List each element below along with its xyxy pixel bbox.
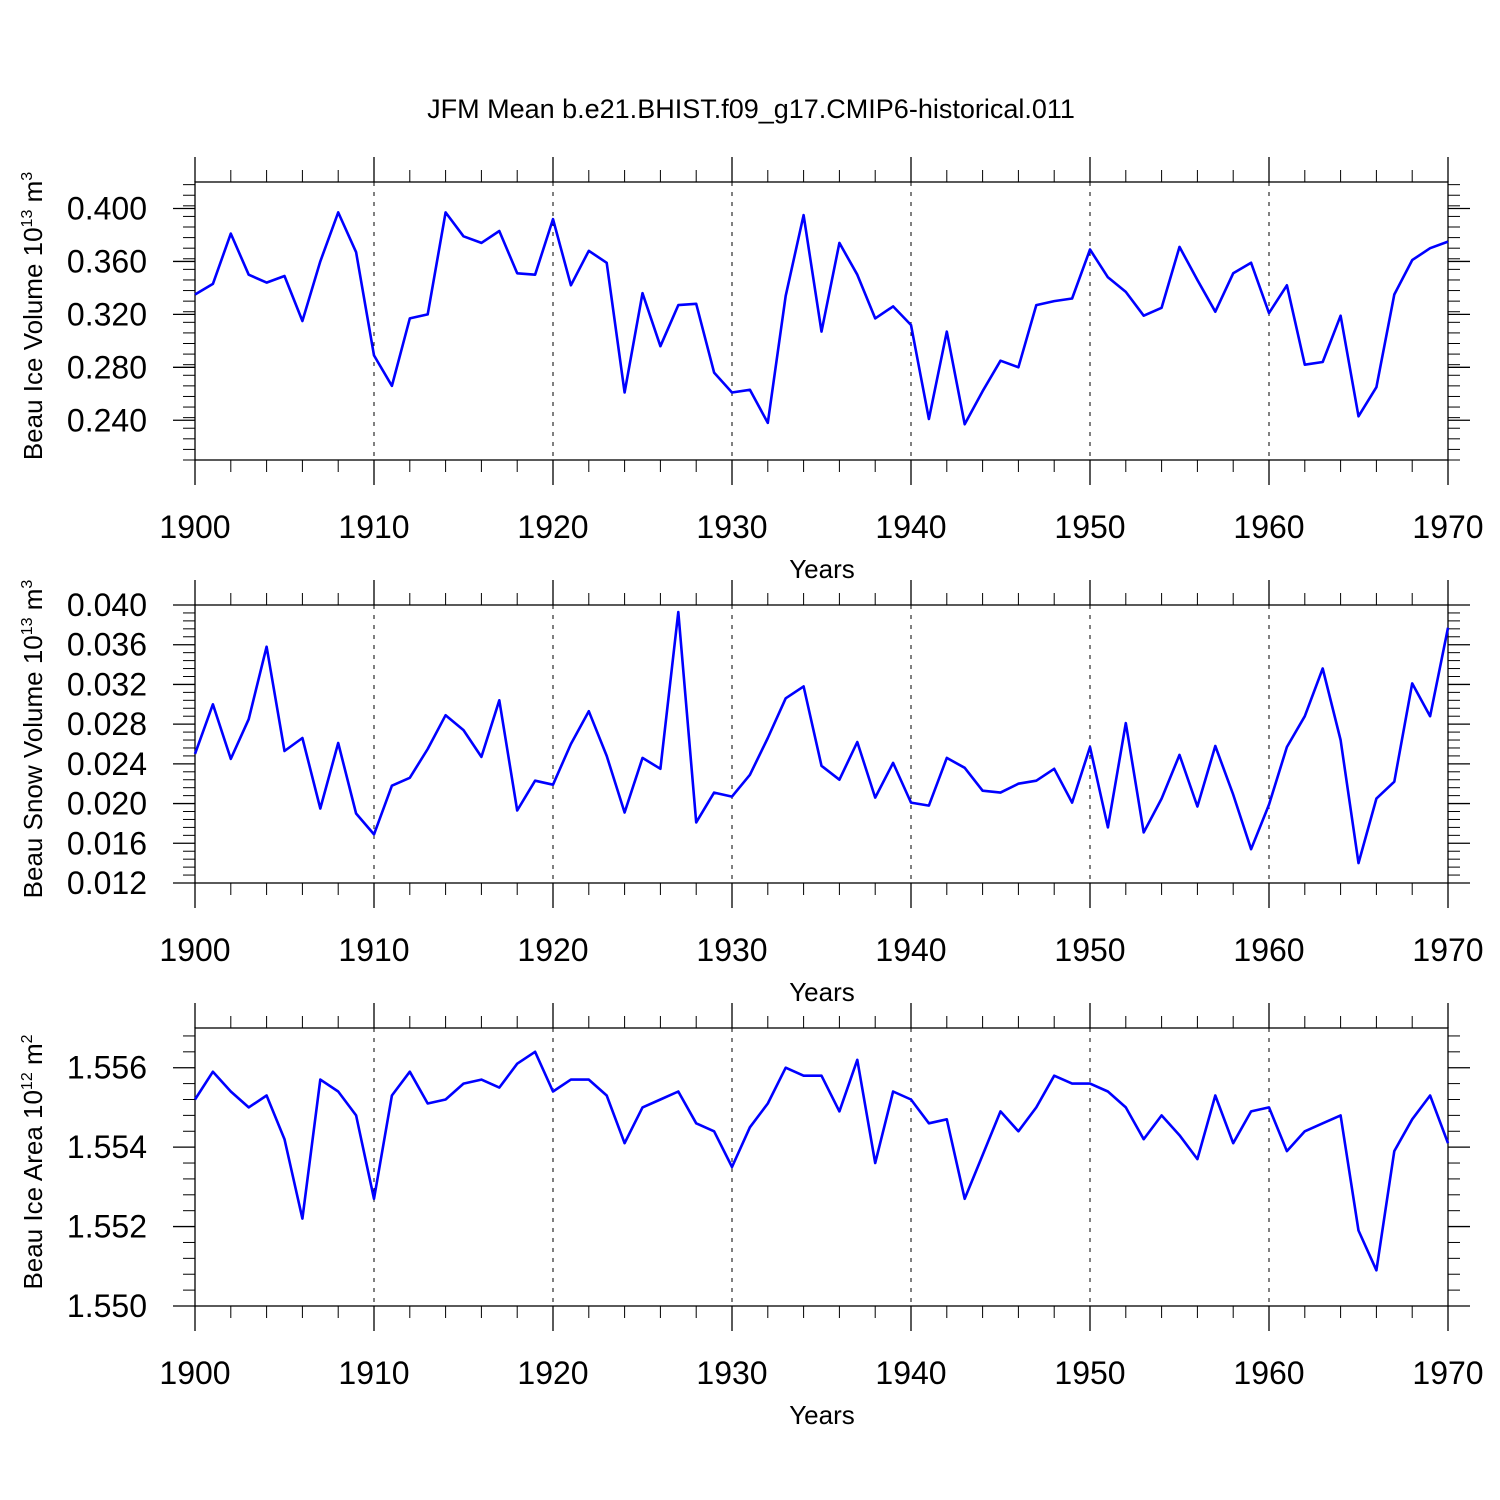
ice-volume-y-axis-label: Beau Ice Volume 1013 m3 <box>18 172 48 460</box>
ice-area-gridlines <box>373 1028 1270 1306</box>
snow-volume-x-tick-labels: 1900 1910 1920 1930 1940 1950 1960 1970 <box>159 932 1483 968</box>
snow-volume-x-axis-label: Years <box>789 977 855 1007</box>
ice-volume-y-label-exp: 13 <box>19 210 36 228</box>
snow-volume-plot-frame <box>194 604 1449 884</box>
ice-volume-gridlines <box>373 182 1270 460</box>
ice-volume-x-axis-label: Years <box>789 554 855 584</box>
ice-area-x-axis-label: Years <box>789 1400 855 1430</box>
ice-area-y-axis-label: Beau Ice Area 1012 m2 <box>18 1034 48 1289</box>
snow-volume-y-tick-label: 0.020 <box>67 786 147 822</box>
ice-area-y-label-unit-exp: 2 <box>19 1034 36 1043</box>
snow-volume-x-tick-label: 1950 <box>1054 932 1125 968</box>
ice-area-y-tick-label: 1.554 <box>67 1129 147 1165</box>
snow-volume-y-label-main: Beau Snow Volume 10 <box>18 635 48 898</box>
snow-volume-y-label-unit: m <box>18 589 48 618</box>
ice-volume-y-tick-label: 0.360 <box>67 243 147 279</box>
ice-area-y-tick-label: 1.550 <box>67 1288 147 1324</box>
ice-volume-x-tick-labels: 1900 1910 1920 1930 1940 1950 1960 1970 <box>159 509 1483 545</box>
ice-area-y-tick-label: 1.556 <box>67 1050 147 1086</box>
snow-volume-y-tick-label: 0.012 <box>67 865 147 901</box>
ice-area-x-tick-label: 1900 <box>159 1355 230 1391</box>
ice-volume-y-label-unit-exp: 3 <box>19 172 36 181</box>
ice-area-panel: 1.550 1.552 1.554 1.556 1900 1910 1920 1930 194… <box>18 1003 1484 1430</box>
ice-volume-series-line <box>194 211 1449 426</box>
ice-area-y-tick-labels: 1.550 1.552 1.554 1.556 <box>67 1050 147 1324</box>
snow-volume-y-tick-label: 0.024 <box>67 746 147 782</box>
ice-volume-x-tick-label: 1900 <box>159 509 230 545</box>
ice-area-x-tick-label: 1950 <box>1054 1355 1125 1391</box>
ice-volume-x-tick-label: 1960 <box>1233 509 1304 545</box>
snow-volume-y-tick-label: 0.028 <box>67 706 147 742</box>
ice-volume-y-label-main: Beau Ice Volume 10 <box>18 227 48 460</box>
ice-area-series-line <box>193 1050 1450 1272</box>
ice-volume-y-tick-labels: 0.240 0.280 0.320 0.360 0.400 <box>67 190 147 438</box>
snow-volume-y-label-unit-exp: 3 <box>19 580 36 589</box>
snow-volume-y-axis-label: Beau Snow Volume 1013 m3 <box>18 580 48 899</box>
ice-area-y-label-unit: m <box>18 1043 48 1072</box>
snow-volume-series-line <box>193 610 1450 865</box>
ice-area-x-tick-label: 1960 <box>1233 1355 1304 1391</box>
snow-volume-x-tick-label: 1900 <box>159 932 230 968</box>
ice-area-y-label-main: Beau Ice Area 10 <box>18 1090 48 1289</box>
ice-area-x-tick-label: 1970 <box>1412 1355 1483 1391</box>
ice-area-major-ticks <box>173 1003 1470 1331</box>
ice-volume-y-label-unit: m <box>18 181 48 210</box>
snow-volume-x-tick-label: 1910 <box>338 932 409 968</box>
ice-area-plot-frame <box>194 1027 1449 1307</box>
ice-volume-y-tick-label: 0.240 <box>67 402 147 438</box>
ice-area-y-label-exp: 12 <box>19 1072 36 1090</box>
ice-area-x-tick-label: 1940 <box>875 1355 946 1391</box>
ice-volume-minor-ticks <box>183 170 1460 472</box>
ice-volume-y-tick-label: 0.320 <box>67 296 147 332</box>
snow-volume-x-tick-label: 1940 <box>875 932 946 968</box>
ice-volume-major-ticks <box>173 157 1470 485</box>
ice-area-x-tick-label: 1930 <box>696 1355 767 1391</box>
snow-volume-y-tick-label: 0.016 <box>67 825 147 861</box>
ice-area-x-tick-label: 1920 <box>517 1355 588 1391</box>
ice-volume-y-tick-label: 0.280 <box>67 349 147 385</box>
snow-volume-gridlines <box>373 605 1270 883</box>
ice-volume-x-tick-label: 1920 <box>517 509 588 545</box>
snow-volume-y-tick-label: 0.032 <box>67 666 147 702</box>
ice-volume-x-tick-label: 1940 <box>875 509 946 545</box>
snow-volume-y-tick-label: 0.040 <box>67 587 147 623</box>
snow-volume-y-tick-label: 0.036 <box>67 627 147 663</box>
ice-area-x-tick-labels: 1900 1910 1920 1930 1940 1950 1960 1970 <box>159 1355 1483 1391</box>
snow-volume-x-tick-label: 1930 <box>696 932 767 968</box>
snow-volume-major-ticks <box>173 580 1470 908</box>
ice-volume-x-tick-label: 1930 <box>696 509 767 545</box>
ice-area-x-tick-label: 1910 <box>338 1355 409 1391</box>
snow-volume-x-tick-label: 1970 <box>1412 932 1483 968</box>
snow-volume-y-label-exp: 13 <box>19 617 36 635</box>
ice-area-y-tick-label: 1.552 <box>67 1209 147 1245</box>
snow-volume-x-tick-label: 1960 <box>1233 932 1304 968</box>
ice-area-minor-ticks <box>183 1016 1460 1318</box>
snow-volume-x-tick-label: 1920 <box>517 932 588 968</box>
ice-volume-y-tick-label: 0.400 <box>67 190 147 226</box>
ice-volume-x-tick-label: 1970 <box>1412 509 1483 545</box>
ice-volume-plot-frame <box>194 181 1449 461</box>
ice-volume-x-tick-label: 1950 <box>1054 509 1125 545</box>
chart-title: JFM Mean b.e21.BHIST.f09_g17.CMIP6-histo… <box>427 94 1075 124</box>
ice-volume-x-tick-label: 1910 <box>338 509 409 545</box>
snow-volume-minor-ticks <box>183 593 1460 895</box>
